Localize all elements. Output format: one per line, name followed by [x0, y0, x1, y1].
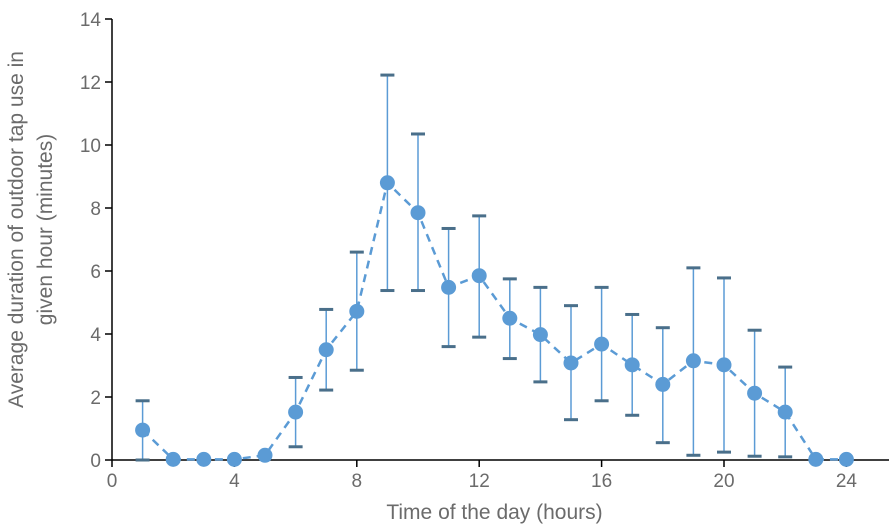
- x-tick-label: 16: [591, 471, 612, 492]
- y-tick-label: 2: [90, 388, 101, 409]
- data-point: [563, 355, 579, 371]
- x-tick-label: 20: [713, 471, 734, 492]
- data-point: [379, 175, 395, 191]
- x-axis-ticks: 0 4 8 12 16 20 24: [107, 460, 858, 492]
- data-point: [288, 404, 304, 420]
- error-bars: [135, 73, 793, 462]
- y-tick-label: 6: [90, 262, 101, 283]
- data-point: [410, 205, 426, 221]
- data-point: [318, 342, 334, 358]
- y-axis-title-line-1: Average duration of outdoor tap use in: [5, 51, 28, 408]
- data-point: [655, 376, 671, 392]
- x-tick-label: 4: [229, 471, 240, 492]
- y-axis-title-line-2: given hour (minutes): [34, 134, 57, 325]
- y-axis-ticks: 0 2 4 6 8 10 12 14: [80, 10, 112, 472]
- y-tick-label: 12: [80, 73, 101, 94]
- data-point: [165, 451, 181, 467]
- data-point: [716, 357, 732, 373]
- data-point: [624, 357, 640, 373]
- x-tick-label: 0: [107, 471, 118, 492]
- data-point: [257, 447, 273, 463]
- x-tick-label: 24: [836, 471, 858, 492]
- data-point: [685, 353, 701, 369]
- x-tick-label: 8: [352, 471, 363, 492]
- data-point: [349, 303, 365, 319]
- data-point: [808, 451, 824, 467]
- y-tick-label: 8: [90, 199, 101, 220]
- data-point: [471, 268, 487, 284]
- data-point: [135, 422, 151, 438]
- x-axis-title: Time of the day (hours): [386, 501, 602, 524]
- data-point: [594, 336, 610, 352]
- y-tick-label: 10: [80, 136, 101, 157]
- y-tick-label: 14: [80, 10, 102, 31]
- data-point: [441, 279, 457, 295]
- x-tick-label: 12: [469, 471, 490, 492]
- data-markers: [135, 175, 854, 467]
- data-point: [838, 451, 854, 467]
- data-point: [196, 451, 212, 467]
- y-axis-title: Average duration of outdoor tap use in g…: [5, 51, 57, 408]
- data-point: [777, 404, 793, 420]
- y-tick-label: 0: [90, 451, 101, 472]
- data-point: [502, 310, 518, 326]
- series-line: [141, 180, 847, 461]
- y-tick-label: 4: [90, 325, 101, 346]
- data-point: [747, 385, 763, 401]
- data-point: [532, 327, 548, 343]
- data-point: [226, 451, 242, 467]
